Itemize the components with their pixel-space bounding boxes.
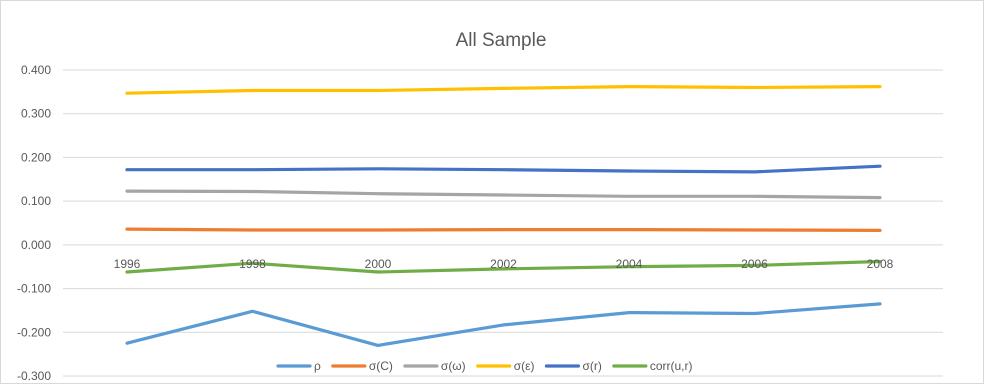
x-tick-label: 2004 [616, 257, 643, 271]
y-tick-label: 0.100 [21, 194, 51, 208]
y-tick-label: 0.400 [21, 63, 51, 77]
x-tick-label: 1996 [114, 257, 141, 271]
series-line-1 [125, 227, 882, 232]
y-tick-label: 0.300 [21, 107, 51, 121]
legend-label-0: ρ [314, 359, 321, 373]
y-tick-label: 0.200 [21, 150, 51, 164]
x-tick-label: 2000 [365, 257, 392, 271]
legend-label-3: σ(ε) [514, 359, 535, 373]
legend-label-5: corr(u,r) [650, 359, 693, 373]
series-line-2 [125, 189, 882, 200]
x-tick-label: 2006 [741, 257, 768, 271]
series-line-0 [125, 302, 882, 347]
series-line-5 [125, 259, 882, 274]
x-tick-label: 2008 [867, 257, 894, 271]
y-axis-tick-labels: 0.400 0.300 0.200 0.100 0.000 -0.100 -0.200 -0.… [17, 63, 51, 383]
x-axis-tick-labels: 1996 1998 2000 2002 2004 2006 2008 [114, 257, 894, 271]
y-tick-label: -0.100 [17, 282, 51, 296]
legend-label-1: σ(C) [369, 359, 393, 373]
legend-label-4: σ(r) [582, 359, 601, 373]
legend-label-2: σ(ω) [441, 359, 466, 373]
y-tick-label: 0.000 [21, 238, 51, 252]
series-line-4 [125, 164, 882, 174]
chart-title: All Sample [456, 30, 547, 51]
y-tick-label: -0.200 [17, 325, 51, 339]
gridlines [63, 69, 943, 377]
x-tick-label: 1998 [239, 257, 266, 271]
legend: ρ σ(C) σ(ω) σ(ε) σ(r) corr(u,r) [276, 359, 693, 373]
series-lines [125, 84, 882, 347]
y-tick-label: -0.300 [17, 369, 51, 383]
x-tick-label: 2002 [490, 257, 517, 271]
series-line-3 [125, 84, 882, 95]
